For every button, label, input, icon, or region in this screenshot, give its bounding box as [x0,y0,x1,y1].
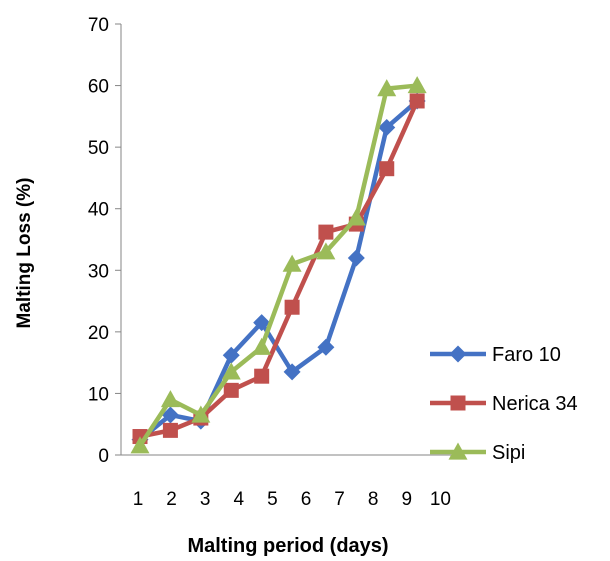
y-tick-label: 30 [88,261,109,282]
data-point [191,405,211,423]
y-tick-label: 40 [88,200,109,221]
data-point [254,368,270,384]
data-point [317,338,335,356]
x-tick-label: 8 [368,489,379,510]
data-point [407,76,427,94]
x-tick-label: 3 [200,489,211,510]
data-point [283,363,301,381]
x-axis-label: Malting period (days) [187,535,388,557]
legend-marker [449,345,467,363]
x-tick-label: 1 [133,489,144,510]
data-point [377,79,397,97]
series-line [138,99,419,442]
legend-marker [450,395,466,411]
series-faro-10 [131,92,426,449]
y-tick-label: 10 [88,384,109,405]
x-tick-label: 4 [234,489,245,510]
y-axis-label: Malting Loss (%) [14,178,35,329]
data-point [379,161,395,177]
legend-entry: Sipi [492,442,525,464]
series-sipi [130,76,427,454]
legend-entry: Faro 10 [492,344,561,366]
data-point [347,249,365,267]
data-point [282,254,302,272]
data-point [409,93,425,109]
data-point [252,337,272,355]
data-point [162,422,178,438]
axes: 0 10 20 30 40 50 60 70 1 2 3 4 5 6 7 8 9 10 [88,15,462,510]
x-tick-label: 2 [166,489,177,510]
x-tick-label: 6 [301,489,312,510]
x-tick-label: 9 [402,489,413,510]
legend: Faro 10 Nerica 34 Sipi [430,344,578,464]
legend-marker [448,442,468,460]
data-point [253,314,271,332]
data-point [221,362,241,380]
data-point [284,299,300,315]
data-point [346,208,366,226]
y-tick-label: 20 [88,323,109,344]
data-point [222,346,240,364]
y-tick-label: 60 [88,77,109,98]
y-tick-label: 0 [98,446,109,467]
data-point [378,118,396,136]
legend-entry: Nerica 34 [492,393,578,415]
data-point [160,390,180,408]
x-tick-label: 10 [430,489,451,510]
series-layer [130,76,427,454]
data-point [316,242,336,260]
data-point [223,382,239,398]
x-tick-label: 5 [267,489,278,510]
data-point [161,406,179,424]
y-tick-label: 50 [88,138,109,159]
y-tick-label: 70 [88,15,109,36]
series-line [139,100,420,439]
series-line [138,83,418,448]
x-tick-label: 7 [334,489,345,510]
data-point [318,224,334,240]
data-point [130,436,150,454]
